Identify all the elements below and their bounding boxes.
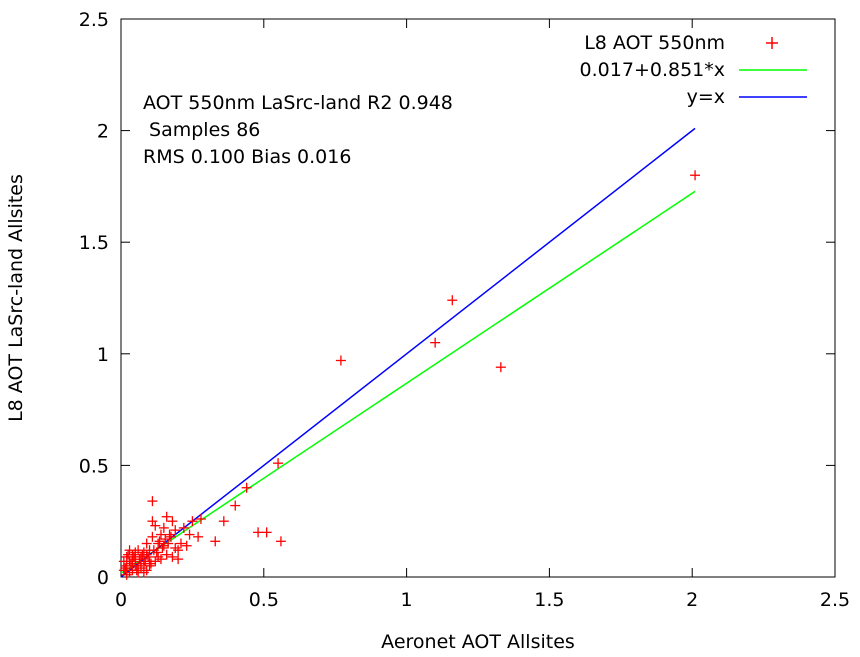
data-point: [253, 527, 264, 538]
y-tick-label: 2.5: [79, 9, 109, 31]
legend-label-identity: y=x: [687, 86, 725, 108]
data-point: [131, 565, 142, 576]
data-point: [121, 569, 132, 580]
y-tick-label: 1.5: [79, 232, 109, 254]
data-point: [138, 567, 149, 578]
data-point: [151, 547, 162, 558]
data-point: [430, 337, 441, 348]
fit-line: [120, 127, 696, 578]
data-point: [275, 536, 286, 547]
data-point: [181, 540, 192, 551]
data-points: [118, 170, 701, 580]
data-point: [170, 525, 181, 536]
data-point: [141, 538, 152, 549]
data-point: [157, 542, 168, 553]
data-point: [170, 542, 181, 553]
annotation-rms-bias: RMS 0.100 Bias 0.016: [143, 146, 351, 168]
data-point: [147, 516, 158, 527]
data-point: [241, 482, 252, 493]
data-point: [195, 513, 206, 524]
data-point: [143, 551, 154, 562]
data-point: [261, 527, 272, 538]
data-point: [120, 563, 131, 574]
data-point: [218, 516, 229, 527]
x-tick-label: 1.5: [534, 589, 564, 611]
data-point: [155, 529, 166, 540]
legend-label-points: L8 AOT 550nm: [584, 32, 725, 54]
x-tick-label: 0.5: [249, 589, 279, 611]
data-point: [690, 170, 701, 181]
data-point: [125, 558, 136, 569]
data-point: [164, 529, 175, 540]
legend-label-fit: 0.017+0.851*x: [580, 59, 725, 81]
annotation-samples: Samples 86: [143, 119, 260, 141]
y-tick-label: 0.5: [79, 455, 109, 477]
data-point: [161, 549, 172, 560]
y-tick-label: 0: [97, 567, 109, 589]
y-tick-label: 2: [97, 121, 109, 143]
data-point: [184, 529, 195, 540]
data-point: [167, 551, 178, 562]
x-axis-title: Aeronet AOT Allsites: [381, 631, 575, 653]
data-point: [173, 554, 184, 565]
data-point: [155, 554, 166, 565]
data-point: [158, 540, 169, 551]
annotation-r2: AOT 550nm LaSrc-land R2 0.948: [143, 92, 453, 114]
data-point: [163, 538, 174, 549]
data-point: [447, 295, 458, 306]
data-point: [118, 556, 129, 567]
plot-frame: [120, 18, 836, 578]
data-point: [161, 511, 172, 522]
data-point: [127, 556, 138, 567]
data-point: [158, 522, 169, 533]
x-tick-label: 2.5: [820, 589, 850, 611]
data-point: [154, 536, 165, 547]
fit-lines: [120, 127, 696, 578]
data-point: [495, 362, 506, 373]
legend: L8 AOT 550nm 0.017+0.851*x y=x: [580, 32, 807, 108]
data-point: [130, 547, 141, 558]
data-point: [175, 538, 186, 549]
data-point: [167, 516, 178, 527]
data-point: [128, 551, 139, 562]
data-point: [187, 516, 198, 527]
data-point: [230, 500, 241, 511]
data-point: [137, 549, 148, 560]
data-point: [273, 458, 284, 469]
x-tick-label: 0: [115, 589, 127, 611]
data-point: [178, 522, 189, 533]
data-point: [150, 556, 161, 567]
data-point: [147, 496, 158, 507]
fit-line: [120, 190, 696, 574]
data-point: [147, 531, 158, 542]
data-point: [335, 355, 346, 366]
data-point: [133, 560, 144, 571]
data-point: [210, 536, 221, 547]
data-point: [153, 538, 164, 549]
data-point: [124, 545, 135, 556]
legend-marker-points: [766, 37, 778, 49]
data-point: [123, 549, 134, 560]
data-point: [145, 558, 156, 569]
y-tick-label: 1: [97, 344, 109, 366]
y-axis-title: L8 AOT LaSrc-land Allsites: [5, 174, 27, 422]
x-tick-label: 1: [401, 589, 413, 611]
data-point: [193, 531, 204, 542]
axis-ticks: [120, 18, 836, 578]
tick-labels: 0 0.5 1 1.5 2 2.5 0 0.5 1 1.5 2 2.5: [79, 9, 850, 611]
x-tick-label: 2: [686, 589, 698, 611]
data-point: [165, 531, 176, 542]
